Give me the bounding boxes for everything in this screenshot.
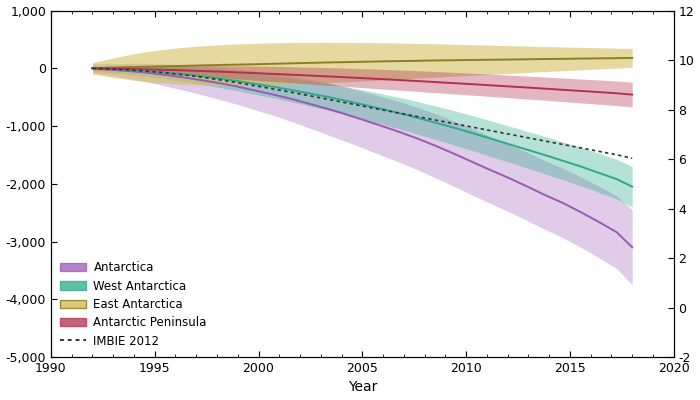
Legend: Antarctica, West Antarctica, East Antarctica, Antarctic Peninsula, IMBIE 2012: Antarctica, West Antarctica, East Antarc… (57, 258, 210, 351)
X-axis label: Year: Year (348, 380, 377, 394)
